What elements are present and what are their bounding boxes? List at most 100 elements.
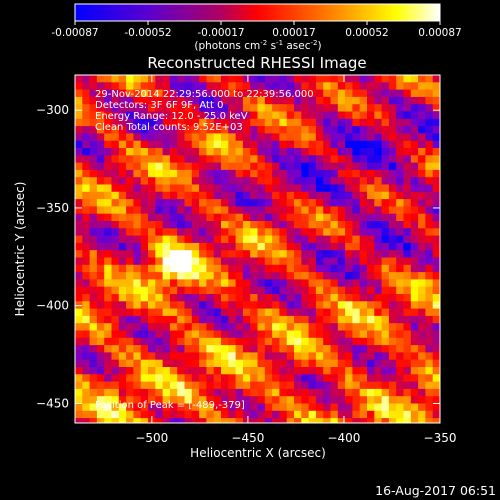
heatmap-cell bbox=[177, 118, 185, 127]
heatmap-cell bbox=[301, 352, 309, 361]
heatmap-cell bbox=[96, 352, 105, 361]
heatmap-cell bbox=[323, 301, 331, 309]
heatmap-cell bbox=[345, 359, 353, 368]
heatmap-cell bbox=[367, 330, 375, 339]
heatmap-cell bbox=[184, 148, 193, 156]
heatmap-cell bbox=[206, 148, 215, 156]
heatmap-cell bbox=[242, 148, 251, 156]
heatmap-cell bbox=[162, 352, 171, 361]
heatmap-cell bbox=[432, 177, 440, 185]
heatmap-cell bbox=[191, 206, 200, 215]
heatmap-cell bbox=[75, 337, 83, 346]
heatmap-cell bbox=[126, 126, 134, 134]
heatmap-cell bbox=[118, 184, 127, 193]
heatmap-cell bbox=[96, 242, 105, 251]
heatmap-cell bbox=[272, 111, 280, 120]
heatmap-cell bbox=[250, 221, 258, 229]
heatmap-cell bbox=[228, 199, 236, 207]
heatmap-cell bbox=[374, 279, 382, 288]
heatmap-cell bbox=[89, 96, 98, 105]
heatmap-cell bbox=[323, 396, 331, 404]
heatmap-cell bbox=[191, 301, 200, 309]
heatmap-cell bbox=[140, 169, 149, 178]
heatmap-cell bbox=[308, 228, 317, 236]
heatmap-cell bbox=[301, 367, 309, 375]
heatmap-cell bbox=[432, 250, 440, 258]
heatmap-cell bbox=[396, 279, 404, 288]
heatmap-cell bbox=[133, 126, 142, 134]
heatmap-cell bbox=[374, 301, 382, 309]
heatmap-cell bbox=[155, 367, 163, 375]
heatmap-cell bbox=[425, 308, 434, 317]
heatmap-cell bbox=[75, 396, 83, 404]
heatmap-cell bbox=[294, 250, 302, 258]
heatmap-cell bbox=[111, 213, 120, 222]
heatmap-cell bbox=[133, 308, 142, 317]
heatmap-cell bbox=[367, 96, 375, 105]
heatmap-cell bbox=[388, 228, 397, 236]
heatmap-cell bbox=[126, 257, 134, 266]
heatmap-cell bbox=[111, 388, 120, 397]
heatmap-cell bbox=[418, 191, 426, 200]
heatmap-cell bbox=[257, 184, 266, 193]
heatmap-cell bbox=[111, 235, 120, 244]
heatmap-cell bbox=[257, 75, 266, 83]
heatmap-cell bbox=[264, 140, 273, 149]
heatmap-cell bbox=[294, 359, 302, 368]
heatmap-cell bbox=[118, 403, 127, 412]
heatmap-cell bbox=[279, 199, 288, 207]
heatmap-cell bbox=[191, 345, 200, 353]
heatmap-cell bbox=[337, 126, 346, 134]
heatmap-cell bbox=[352, 118, 361, 127]
heatmap-cell bbox=[96, 367, 105, 375]
heatmap-cell bbox=[235, 345, 244, 353]
heatmap-cell bbox=[323, 359, 331, 368]
heatmap-cell bbox=[148, 330, 156, 339]
heatmap-cell bbox=[177, 235, 185, 244]
y-tick-label: −400 bbox=[36, 299, 69, 313]
heatmap-cell bbox=[286, 323, 295, 331]
heatmap-cell bbox=[191, 82, 200, 90]
heatmap-cell bbox=[82, 418, 90, 423]
heatmap-cell bbox=[235, 82, 244, 90]
heatmap-cell bbox=[374, 155, 382, 163]
heatmap-cell bbox=[104, 410, 112, 419]
heatmap-cell bbox=[359, 221, 368, 229]
heatmap-cell bbox=[367, 235, 375, 244]
heatmap-cell bbox=[140, 308, 149, 317]
heatmap-cell bbox=[345, 264, 353, 273]
heatmap-cell bbox=[96, 118, 105, 127]
heatmap-cell bbox=[162, 118, 171, 127]
heatmap-cell bbox=[242, 294, 251, 302]
heatmap-cell bbox=[169, 359, 178, 368]
heatmap-cell bbox=[418, 111, 426, 120]
heatmap-cell bbox=[221, 286, 229, 295]
heatmap-cell bbox=[264, 359, 273, 368]
heatmap-cell bbox=[235, 162, 244, 171]
heatmap-cell bbox=[279, 388, 288, 397]
heatmap-cell bbox=[315, 199, 324, 207]
heatmap-cell bbox=[169, 140, 178, 149]
heatmap-cell bbox=[418, 96, 426, 105]
heatmap-cell bbox=[250, 162, 258, 171]
heatmap-cell bbox=[111, 264, 120, 273]
heatmap-cell bbox=[272, 272, 280, 280]
heatmap-cell bbox=[242, 111, 251, 120]
heatmap-cell bbox=[403, 418, 412, 423]
heatmap-cell bbox=[418, 257, 426, 266]
heatmap-cell bbox=[169, 169, 178, 178]
heatmap-cell bbox=[177, 213, 185, 222]
heatmap-cell bbox=[418, 126, 426, 134]
heatmap-cell bbox=[388, 126, 397, 134]
heatmap-cell bbox=[155, 272, 163, 280]
heatmap-cell bbox=[359, 82, 368, 90]
heatmap-cell bbox=[177, 337, 185, 346]
heatmap-cell bbox=[388, 213, 397, 222]
heatmap-cell bbox=[337, 235, 346, 244]
heatmap-cell bbox=[308, 352, 317, 361]
heatmap-cell bbox=[148, 184, 156, 193]
heatmap-cell bbox=[235, 169, 244, 178]
heatmap-cell bbox=[104, 213, 112, 222]
heatmap-cell bbox=[126, 272, 134, 280]
heatmap-cell bbox=[374, 126, 382, 134]
